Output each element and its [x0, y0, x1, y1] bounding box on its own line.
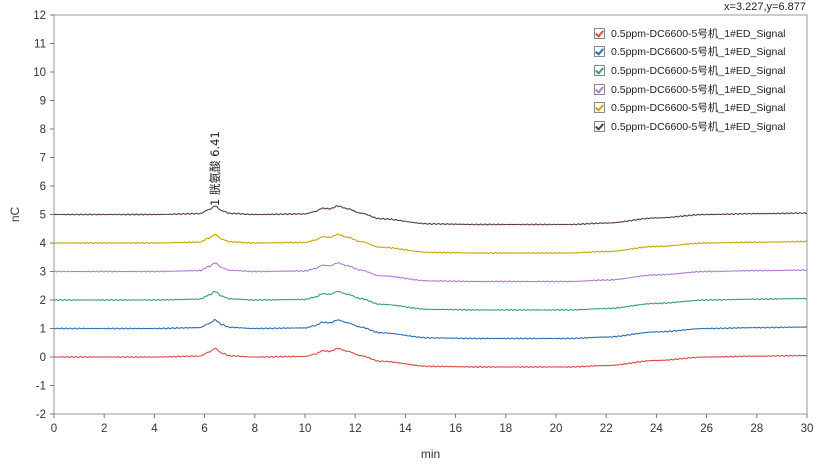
y-tick-label: 8 — [40, 124, 46, 136]
x-tick-label: 30 — [801, 423, 814, 435]
x-tick-label: 24 — [650, 423, 663, 435]
x-tick-label: 26 — [700, 423, 713, 435]
legend: 0.5ppm-DC6600-5号机_1#ED_Signal 0.5ppm-DC66… — [594, 24, 786, 136]
x-tick-label: 8 — [252, 423, 258, 435]
y-tick-label: 6 — [40, 181, 46, 193]
y-tick-label: 2 — [40, 295, 46, 307]
coordinate-readout: x=3.227,y=6.877 — [724, 1, 806, 13]
y-tick-label: 11 — [34, 39, 46, 51]
legend-item-2[interactable]: 0.5ppm-DC6600-5号机_1#ED_Signal — [594, 43, 786, 62]
x-tick-label: 0 — [51, 423, 57, 435]
x-tick-label: 16 — [449, 423, 462, 435]
x-tick-label: 14 — [399, 423, 412, 435]
legend-label: 0.5ppm-DC6600-5号机_1#ED_Signal — [611, 27, 786, 40]
y-tick-label: 1 — [40, 324, 46, 336]
legend-item-1[interactable]: 0.5ppm-DC6600-5号机_1#ED_Signal — [594, 24, 786, 43]
x-tick-label: 22 — [600, 423, 613, 435]
y-tick-label: -2 — [36, 409, 46, 421]
x-tick-label: 20 — [550, 423, 563, 435]
series-line-6 — [53, 204, 808, 226]
legend-label: 0.5ppm-DC6600-5号机_1#ED_Signal — [611, 102, 786, 115]
y-axis-label: nC — [8, 206, 22, 222]
y-tick-label: 0 — [40, 352, 46, 364]
y-tick-label: 10 — [33, 67, 46, 79]
x-tick-label: 12 — [349, 423, 362, 435]
legend-item-3[interactable]: 0.5ppm-DC6600-5号机_1#ED_Signal — [594, 61, 786, 80]
legend-item-6[interactable]: 0.5ppm-DC6600-5号机_1#ED_Signal — [594, 117, 786, 136]
legend-label: 0.5ppm-DC6600-5号机_1#ED_Signal — [611, 46, 786, 59]
y-tick-label: 12 — [33, 10, 46, 22]
x-tick-label: 10 — [299, 423, 312, 435]
y-tick-label: 7 — [40, 153, 46, 165]
x-tick-label: 4 — [151, 423, 158, 435]
legend-checkbox-4[interactable] — [594, 83, 605, 95]
y-tick-label: -1 — [36, 381, 46, 393]
y-tick-label: 3 — [40, 267, 46, 279]
series-line-5 — [53, 233, 808, 255]
series-line-4 — [53, 262, 808, 283]
legend-label: 0.5ppm-DC6600-5号机_1#ED_Signal — [611, 64, 786, 77]
x-tick-label: 28 — [750, 423, 763, 435]
legend-item-5[interactable]: 0.5ppm-DC6600-5号机_1#ED_Signal — [594, 98, 786, 117]
series-line-3 — [53, 290, 808, 312]
x-tick-label: 2 — [101, 423, 107, 435]
x-axis-label: min — [421, 447, 440, 461]
legend-item-4[interactable]: 0.5ppm-DC6600-5号机_1#ED_Signal — [594, 80, 786, 99]
legend-checkbox-5[interactable] — [594, 102, 605, 114]
x-tick-label: 18 — [499, 423, 512, 435]
legend-checkbox-1[interactable] — [594, 27, 605, 39]
y-tick-label: 5 — [40, 210, 46, 222]
x-tick-label: 6 — [201, 423, 207, 435]
y-tick-label: 4 — [40, 238, 47, 250]
legend-checkbox-3[interactable] — [594, 64, 605, 76]
legend-checkbox-6[interactable] — [594, 120, 605, 132]
peak-annotation: 1 胱氨酸 6.41 — [208, 131, 222, 206]
series-line-1 — [53, 347, 808, 369]
series-line-2 — [53, 318, 808, 340]
legend-label: 0.5ppm-DC6600-5号机_1#ED_Signal — [611, 120, 786, 133]
legend-checkbox-2[interactable] — [594, 46, 605, 58]
y-tick-label: 9 — [40, 96, 46, 108]
legend-label: 0.5ppm-DC6600-5号机_1#ED_Signal — [611, 83, 786, 96]
